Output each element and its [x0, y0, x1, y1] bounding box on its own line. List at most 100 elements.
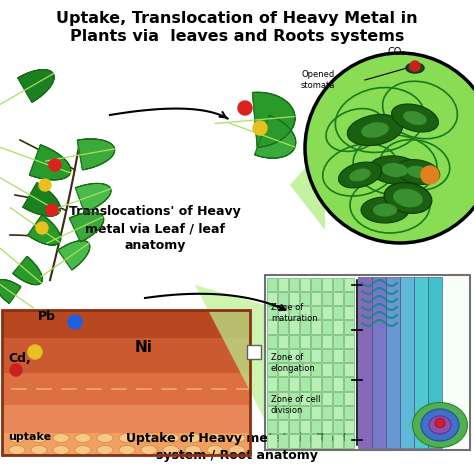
Polygon shape [18, 70, 54, 102]
FancyBboxPatch shape [267, 320, 277, 334]
FancyBboxPatch shape [2, 310, 250, 338]
FancyBboxPatch shape [279, 377, 289, 391]
FancyBboxPatch shape [345, 406, 355, 419]
FancyBboxPatch shape [311, 406, 321, 419]
Ellipse shape [207, 434, 223, 443]
FancyBboxPatch shape [267, 392, 277, 405]
Text: Plants via  leaves and Roots systems: Plants via leaves and Roots systems [70, 28, 404, 44]
Ellipse shape [9, 446, 25, 455]
Circle shape [36, 222, 48, 234]
Polygon shape [253, 92, 295, 147]
Ellipse shape [75, 446, 91, 455]
Ellipse shape [347, 114, 403, 146]
Ellipse shape [185, 446, 201, 455]
Ellipse shape [163, 434, 179, 443]
FancyBboxPatch shape [334, 420, 344, 433]
Ellipse shape [349, 169, 371, 182]
Circle shape [10, 364, 22, 376]
Text: Opened
stomata: Opened stomata [301, 70, 335, 90]
FancyBboxPatch shape [2, 338, 250, 373]
FancyBboxPatch shape [290, 377, 300, 391]
FancyBboxPatch shape [301, 277, 310, 291]
FancyBboxPatch shape [334, 292, 344, 305]
FancyBboxPatch shape [311, 292, 321, 305]
Circle shape [253, 121, 267, 135]
FancyBboxPatch shape [267, 434, 277, 447]
FancyBboxPatch shape [428, 277, 442, 448]
Text: Cd,: Cd, [8, 352, 31, 365]
Ellipse shape [429, 416, 451, 434]
FancyBboxPatch shape [400, 277, 414, 448]
FancyBboxPatch shape [345, 349, 355, 362]
Ellipse shape [229, 434, 245, 443]
Ellipse shape [384, 182, 432, 213]
Ellipse shape [393, 189, 423, 207]
FancyBboxPatch shape [267, 277, 277, 291]
FancyBboxPatch shape [301, 377, 310, 391]
FancyBboxPatch shape [267, 406, 277, 419]
FancyBboxPatch shape [279, 292, 289, 305]
Polygon shape [290, 145, 325, 230]
FancyBboxPatch shape [301, 335, 310, 348]
Polygon shape [75, 183, 111, 212]
FancyBboxPatch shape [290, 349, 300, 362]
FancyBboxPatch shape [334, 320, 344, 334]
FancyBboxPatch shape [290, 392, 300, 405]
Ellipse shape [207, 446, 223, 455]
FancyBboxPatch shape [301, 434, 310, 447]
FancyBboxPatch shape [322, 335, 332, 348]
FancyBboxPatch shape [267, 335, 277, 348]
FancyBboxPatch shape [311, 320, 321, 334]
FancyBboxPatch shape [290, 434, 300, 447]
FancyBboxPatch shape [2, 373, 250, 405]
FancyBboxPatch shape [322, 420, 332, 433]
FancyBboxPatch shape [301, 406, 310, 419]
FancyBboxPatch shape [267, 363, 277, 376]
FancyBboxPatch shape [290, 406, 300, 419]
Ellipse shape [338, 162, 382, 188]
FancyBboxPatch shape [290, 335, 300, 348]
Ellipse shape [119, 446, 135, 455]
FancyBboxPatch shape [345, 392, 355, 405]
FancyBboxPatch shape [345, 292, 355, 305]
Ellipse shape [229, 446, 245, 455]
Polygon shape [13, 256, 42, 284]
Text: Translocations' of Heavy
metal via Leaf / leaf
anatomy: Translocations' of Heavy metal via Leaf … [69, 205, 241, 252]
FancyBboxPatch shape [247, 345, 261, 359]
FancyBboxPatch shape [334, 306, 344, 319]
FancyBboxPatch shape [311, 434, 321, 447]
FancyBboxPatch shape [301, 363, 310, 376]
FancyBboxPatch shape [334, 363, 344, 376]
FancyBboxPatch shape [311, 277, 321, 291]
FancyBboxPatch shape [301, 292, 310, 305]
Ellipse shape [31, 446, 47, 455]
FancyBboxPatch shape [311, 392, 321, 405]
Text: Zone of
elongation: Zone of elongation [271, 353, 316, 373]
Ellipse shape [31, 434, 47, 443]
Ellipse shape [9, 434, 25, 443]
FancyBboxPatch shape [279, 434, 289, 447]
FancyBboxPatch shape [322, 306, 332, 319]
FancyBboxPatch shape [311, 420, 321, 433]
Text: Pb: Pb [38, 310, 56, 323]
FancyBboxPatch shape [311, 335, 321, 348]
FancyBboxPatch shape [334, 434, 344, 447]
FancyBboxPatch shape [334, 277, 344, 291]
FancyBboxPatch shape [386, 277, 400, 448]
FancyBboxPatch shape [267, 306, 277, 319]
FancyBboxPatch shape [322, 363, 332, 376]
FancyBboxPatch shape [334, 349, 344, 362]
Ellipse shape [53, 446, 69, 455]
FancyBboxPatch shape [279, 406, 289, 419]
FancyBboxPatch shape [311, 306, 321, 319]
Text: Uptake, Translocation of Heavy Metal in: Uptake, Translocation of Heavy Metal in [56, 10, 418, 26]
Polygon shape [23, 183, 60, 216]
Ellipse shape [141, 446, 157, 455]
FancyBboxPatch shape [301, 392, 310, 405]
FancyBboxPatch shape [279, 320, 289, 334]
FancyBboxPatch shape [301, 420, 310, 433]
Ellipse shape [407, 166, 429, 178]
Polygon shape [70, 212, 104, 242]
Circle shape [68, 315, 82, 329]
FancyBboxPatch shape [414, 277, 428, 448]
